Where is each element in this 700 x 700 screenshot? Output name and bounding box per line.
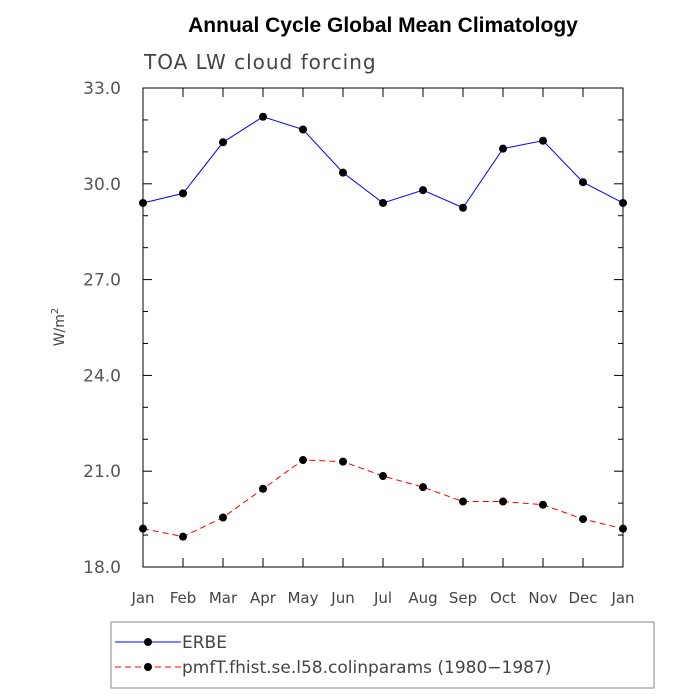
series-2-point xyxy=(499,497,507,506)
series-1-point xyxy=(299,125,307,134)
series-1-point xyxy=(139,198,147,207)
legend-box xyxy=(110,621,655,689)
series-line-2 xyxy=(142,459,624,538)
x-tick-label: Aug xyxy=(408,589,437,607)
y-tick-label: 24.0 xyxy=(83,366,121,386)
x-tick-label: Jun xyxy=(330,589,354,607)
axis-ticks xyxy=(142,87,624,568)
y-axis-label-superscript: 2 xyxy=(50,308,61,314)
y-tick-label: 30.0 xyxy=(83,175,121,195)
series-2-point xyxy=(139,524,147,533)
series-1-point xyxy=(539,136,547,145)
x-tick-label: May xyxy=(287,589,318,607)
x-tick-label: Jan xyxy=(130,589,154,607)
legend: ERBE pmfT.fhist.se.l58.colinparams (1980−… xyxy=(115,633,551,678)
series-2-point xyxy=(539,500,547,509)
y-tick-label: 18.0 xyxy=(83,558,121,578)
x-tick-label: Feb xyxy=(170,589,197,607)
series-2-point xyxy=(419,483,427,492)
y-tick-label: 21.0 xyxy=(83,462,121,482)
series-1-point xyxy=(619,198,627,207)
x-tick-label: Oct xyxy=(490,589,516,607)
chart-subtitle: TOA LW cloud forcing xyxy=(143,50,377,74)
series-1-point xyxy=(339,168,347,177)
legend-label-1: ERBE xyxy=(182,633,227,653)
chart-title: Annual Cycle Global Mean Climatology xyxy=(188,14,578,37)
series-2-point xyxy=(339,457,347,466)
x-tick-labels: Jan Feb Mar Apr May Jun Jul Aug Sep Oct Nov Dec Jan xyxy=(130,589,634,607)
legend-marker-1 xyxy=(144,638,152,646)
series-2-point xyxy=(259,484,267,493)
series-2-point xyxy=(179,532,187,541)
series-2-point xyxy=(299,456,307,465)
x-tick-label: Dec xyxy=(568,589,597,607)
series-2-point xyxy=(579,515,587,524)
y-tick-labels: 18.0 21.0 24.0 27.0 30.0 33.0 xyxy=(83,79,121,578)
y-tick-label: 33.0 xyxy=(83,79,121,99)
series-line-1 xyxy=(142,116,624,209)
series-2-point xyxy=(459,497,467,506)
y-axis-label: W/m2 xyxy=(50,308,68,347)
series-1-point xyxy=(379,198,387,207)
series-1-point xyxy=(459,203,467,212)
x-tick-label: Apr xyxy=(250,589,277,607)
series-1-point xyxy=(419,186,427,195)
plot-frame xyxy=(142,87,624,568)
series-layer xyxy=(139,112,627,541)
series-2-point xyxy=(619,524,627,533)
x-tick-label: Jul xyxy=(373,589,392,607)
x-tick-label: Sep xyxy=(449,589,477,607)
legend-label-2: pmfT.fhist.se.l58.colinparams (1980−1987… xyxy=(182,658,551,678)
x-tick-label: Jan xyxy=(610,589,634,607)
series-2-point xyxy=(379,471,387,480)
series-1-point xyxy=(259,112,267,121)
x-tick-label: Mar xyxy=(209,589,238,607)
y-tick-label: 27.0 xyxy=(83,271,121,291)
series-1-point xyxy=(219,138,227,147)
y-axis-label-main: W/m xyxy=(52,314,68,346)
legend-marker-2 xyxy=(144,663,152,671)
series-1-point xyxy=(499,144,507,153)
series-1-point xyxy=(179,189,187,198)
x-tick-label: Nov xyxy=(528,589,557,607)
series-2-point xyxy=(219,513,227,522)
series-1-point xyxy=(579,178,587,187)
